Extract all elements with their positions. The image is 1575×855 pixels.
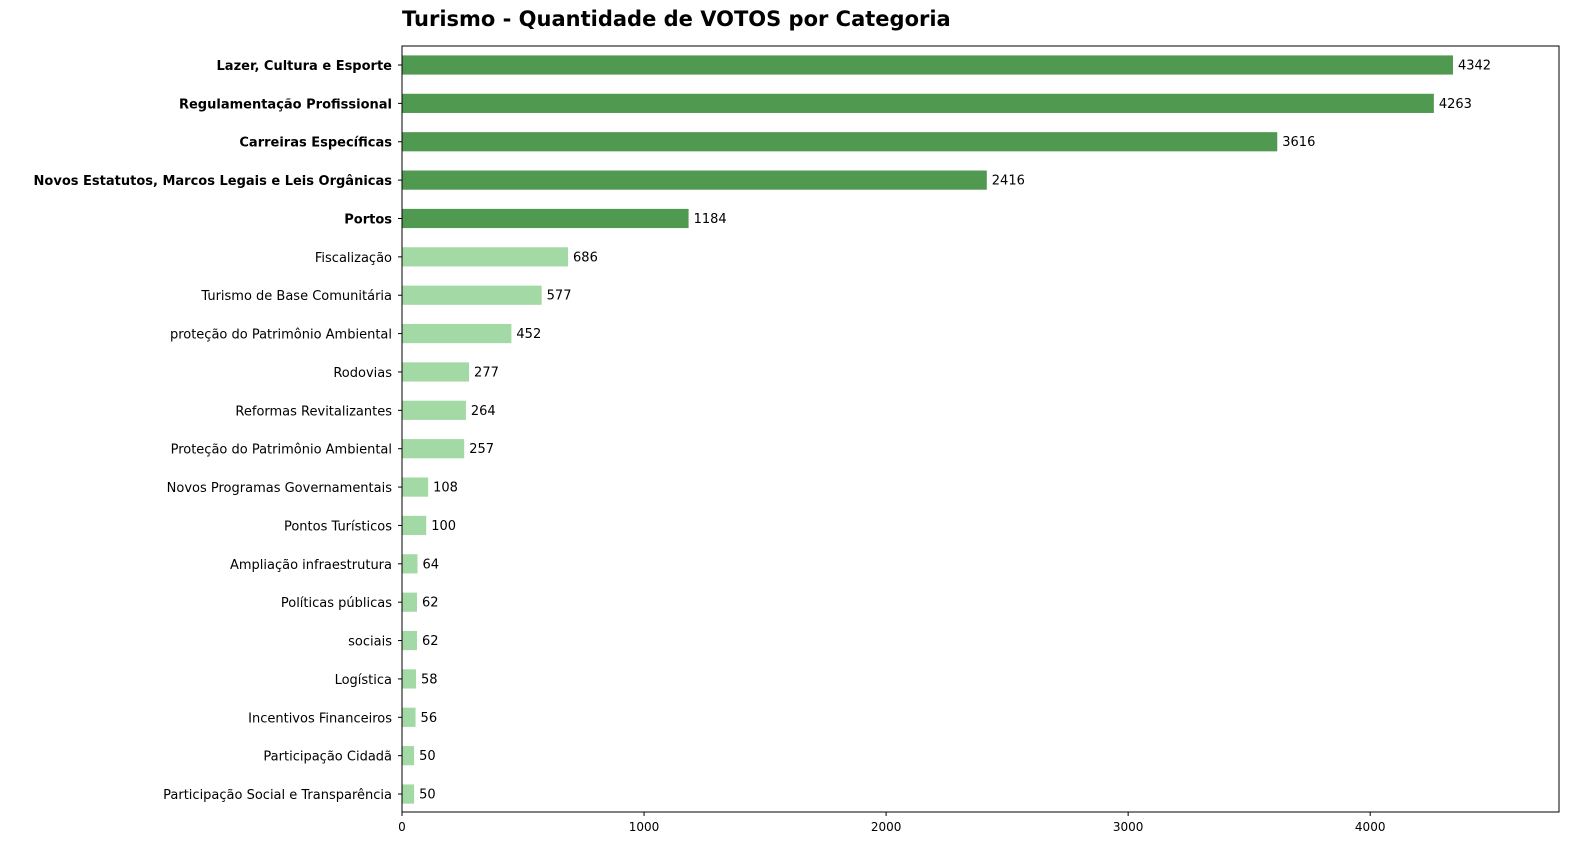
bar-value-label: 58 (421, 672, 438, 687)
bar (402, 400, 466, 420)
category-label: Logística (335, 673, 392, 688)
bar-value-label: 50 (419, 788, 436, 803)
x-tick-label: 3000 (1113, 820, 1144, 834)
category-label: Portos (344, 212, 392, 227)
bar (402, 477, 429, 497)
bar-value-label: 62 (422, 634, 439, 649)
bar (402, 669, 417, 689)
category-label: sociais (348, 635, 392, 650)
bar-value-label: 1184 (694, 212, 727, 227)
axes-group: Lazer, Cultura e Esporte Regulamentação P… (34, 59, 1386, 834)
bar-value-label: 3616 (1282, 135, 1315, 150)
category-label: Ampliação infraestrutura (230, 558, 392, 573)
bar-value-label: 50 (419, 749, 436, 764)
category-label: Participação Cidadã (263, 750, 392, 765)
bar (402, 630, 418, 651)
category-label: Participação Social e Transparência (163, 788, 392, 803)
x-tick-label: 2000 (871, 820, 902, 834)
category-label: Pontos Turísticos (284, 519, 392, 534)
bar-value-label: 277 (474, 365, 499, 380)
bar-value-label: 100 (431, 519, 456, 534)
category-label: Novos Estatutos, Marcos Legais e Leis Or… (34, 174, 393, 189)
category-label: Regulamentação Profissional (179, 97, 392, 112)
bar (402, 707, 416, 727)
bar (402, 592, 418, 612)
bar (402, 323, 512, 344)
category-label: proteção do Patrimônio Ambiental (170, 328, 392, 343)
category-label: Incentivos Financeiros (248, 711, 392, 726)
category-label: Lazer, Cultura e Esporte (217, 59, 393, 74)
bar-value-label: 452 (516, 327, 541, 342)
category-label: Reformas Revitalizantes (235, 404, 392, 419)
x-tick-label: 1000 (629, 820, 660, 834)
bar-value-label: 264 (471, 404, 496, 419)
bar (402, 285, 542, 305)
bar-value-label: 257 (469, 442, 494, 457)
bar (402, 784, 415, 804)
category-label: Rodovias (333, 366, 392, 381)
bar (402, 247, 569, 267)
bar-value-label: 108 (433, 481, 458, 496)
bar (402, 170, 987, 190)
category-label: Carreiras Específicas (239, 136, 392, 151)
bar (402, 208, 689, 229)
plot-frame (401, 45, 1560, 813)
bars-group: 4342 4263 3616 2416 1184 686 577 452 277 264 257 10… (402, 55, 1491, 804)
category-label: Novos Programas Governamentais (167, 481, 393, 496)
category-label: Proteção do Patrimônio Ambiental (171, 443, 392, 458)
bar-value-label: 686 (573, 250, 598, 265)
bar (402, 554, 418, 574)
bar (402, 746, 415, 766)
bar (402, 132, 1278, 152)
bar-value-label: 577 (547, 289, 572, 304)
x-tick-label: 0 (398, 820, 406, 834)
bar (402, 362, 470, 382)
bar-value-label: 62 (422, 596, 439, 611)
bar-value-label: 2416 (992, 174, 1025, 189)
bar (402, 93, 1434, 113)
bar (402, 439, 465, 459)
chart-title: Turismo - Quantidade de VOTOS por Catego… (402, 7, 951, 31)
category-label: Fiscalização (315, 251, 392, 266)
category-label: Políticas públicas (281, 596, 392, 611)
bar-value-label: 4263 (1439, 97, 1472, 112)
category-label: Turismo de Base Comunitária (200, 289, 392, 304)
bar-value-label: 64 (422, 557, 439, 572)
bar-value-label: 4342 (1458, 59, 1491, 74)
x-tick-label: 4000 (1355, 820, 1386, 834)
bar (402, 515, 427, 536)
bar-value-label: 56 (421, 711, 438, 726)
bar (402, 55, 1453, 75)
